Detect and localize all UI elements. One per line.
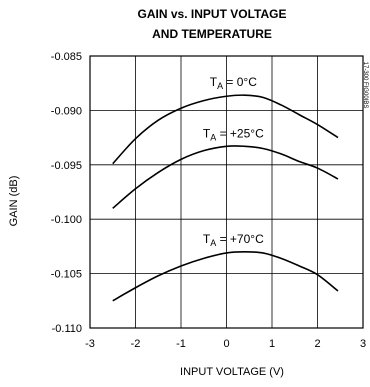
series-label-symbol: T (203, 232, 211, 246)
y-tick-label: -0.105 (51, 269, 82, 281)
x-tick-label: 3 (360, 338, 366, 350)
series-label-symbol: T (203, 126, 211, 140)
series-line (112, 145, 339, 209)
x-tick-label: -3 (85, 338, 95, 350)
series-line (112, 251, 339, 302)
y-tick-labels: -0.085 -0.090 -0.095 -0.100 -0.105 -0.110 (51, 51, 82, 335)
x-tick-label: -2 (131, 338, 141, 350)
plot-frame (89, 55, 364, 329)
series-label: TA = 0°C (210, 75, 258, 91)
series-label-symbol: T (210, 75, 218, 89)
series-annotations: TA = 0°CTA = +25°CTA = +70°C (203, 75, 264, 248)
y-axis-label: GAIN (dB) (8, 176, 20, 227)
y-tick-label: -0.100 (51, 214, 82, 226)
y-tick-label: -0.090 (51, 105, 82, 117)
x-axis-label: INPUT VOLTAGE (V) (180, 366, 284, 378)
x-tick-label: 2 (314, 338, 320, 350)
figure-code: 17-300 FIG00IBS (362, 62, 368, 109)
series-label-value: = +70°C (216, 232, 264, 246)
x-tick-label: 1 (269, 338, 275, 350)
series-line (112, 94, 339, 165)
y-tick-label: -0.095 (51, 160, 82, 172)
x-tick-labels: -3 -2 -1 0 1 2 3 (85, 338, 366, 350)
x-tick-label: -1 (176, 338, 186, 350)
chart-title-line-1: GAIN vs. INPUT VOLTAGE (138, 7, 287, 21)
chart-title-line-2: AND TEMPERATURE (152, 27, 272, 41)
series-label-subscript: A (217, 81, 223, 91)
series-label-subscript: A (210, 132, 216, 142)
series-curves (112, 94, 339, 302)
series-label: TA = +70°C (203, 232, 264, 248)
series-label-value: = 0°C (223, 75, 257, 89)
series-label: TA = +25°C (203, 126, 264, 142)
series-label-value: = +25°C (216, 126, 264, 140)
x-tick-label: 0 (223, 338, 229, 350)
y-tick-label: -0.110 (52, 323, 82, 335)
series-label-subscript: A (210, 238, 216, 248)
y-tick-label: -0.085 (51, 51, 82, 63)
